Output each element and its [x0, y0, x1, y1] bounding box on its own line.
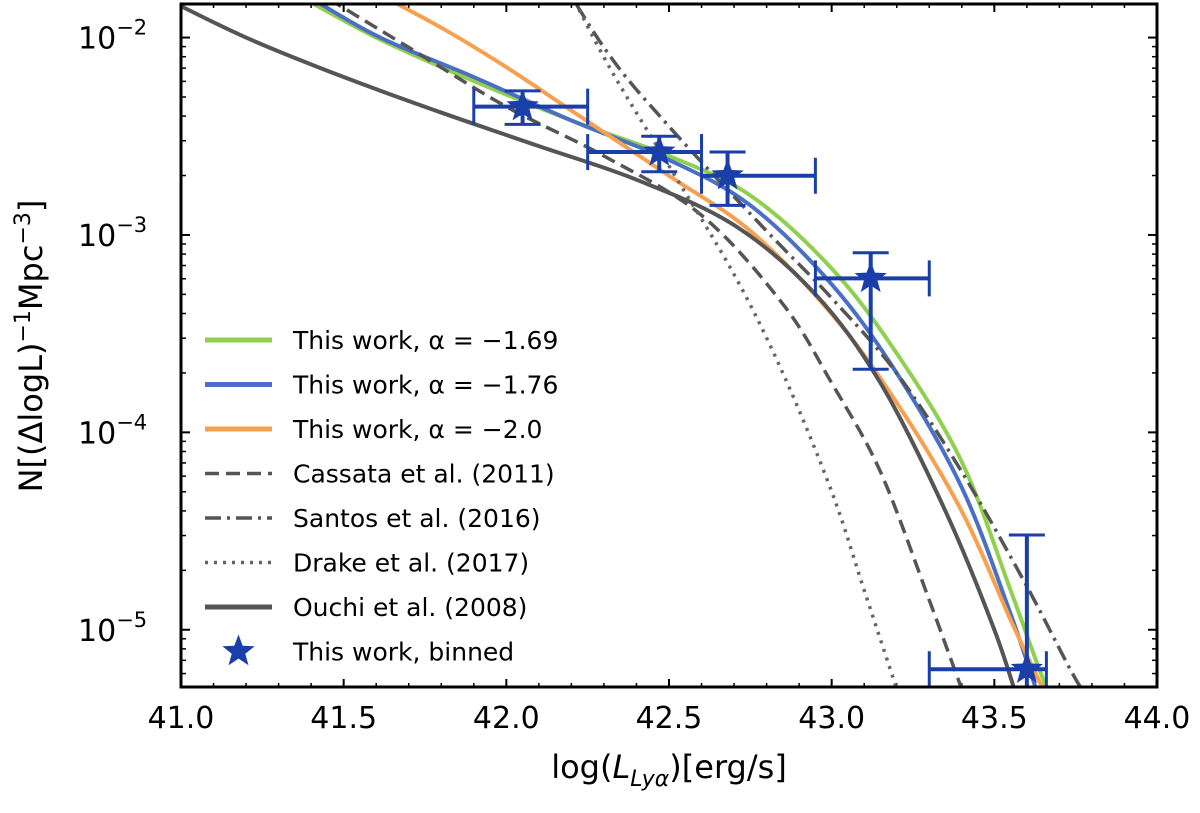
y-tick-label: 10−4: [78, 410, 147, 451]
legend-label-1: This work, α = −1.76: [292, 371, 558, 400]
x-tick-label: 44.0: [1124, 701, 1191, 736]
series-curves: [181, 4, 1083, 687]
y-tick-label: 10−3: [78, 213, 147, 254]
y-axis-ticks: 10−2 10−3 10−4 10−5: [78, 16, 1157, 675]
x-tick-label: 42.5: [636, 701, 703, 736]
x-tick-label: 41.5: [310, 701, 377, 736]
legend-label-0: This work, α = −1.69: [292, 326, 558, 355]
x-axis-ticks: 41.0 41.5 42.0 42.5 43.0 43.5 44.0: [148, 4, 1191, 736]
series-line-4: [574, 4, 1083, 687]
legend-label-2: This work, α = −2.0: [292, 415, 542, 444]
point-star-0: [506, 89, 539, 121]
x-tick-label: 43.0: [798, 701, 865, 736]
x-axis-label: log(LLyα)[erg/s]: [551, 748, 787, 792]
legend-label-5: Drake et al. (2017): [293, 549, 529, 578]
point-star-1: [643, 135, 676, 166]
point-star-3: [854, 261, 887, 293]
legend-handle-star: [222, 634, 255, 666]
legend-label-6: Ouchi et al. (2008): [293, 593, 527, 622]
binned-points: [472, 88, 1048, 687]
legend: This work, α = −1.69 This work, α = −1.76…: [205, 326, 558, 667]
legend-label-binned: This work, binned: [292, 638, 514, 667]
series-line-5: [574, 4, 898, 687]
x-tick-label: 41.0: [148, 701, 215, 736]
point-star-4: [1010, 652, 1044, 683]
point-star-2: [711, 158, 744, 190]
series-line-0: [309, 4, 1049, 687]
legend-label-4: Santos et al. (2016): [293, 504, 541, 533]
x-tick-label: 43.5: [961, 701, 1028, 736]
y-tick-label: 10−2: [78, 16, 147, 57]
plot-frame: [179, 2, 1159, 689]
legend-label-3: Cassata et al. (2011): [293, 460, 555, 489]
series-line-6: [181, 4, 1016, 687]
x-tick-label: 42.0: [473, 701, 540, 736]
series-line-1: [316, 4, 1038, 687]
y-tick-label: 10−5: [78, 608, 147, 649]
y-axis-label: N[(ΔlogL)−1Mpc−3]: [11, 200, 50, 493]
series-line-3: [333, 4, 963, 687]
